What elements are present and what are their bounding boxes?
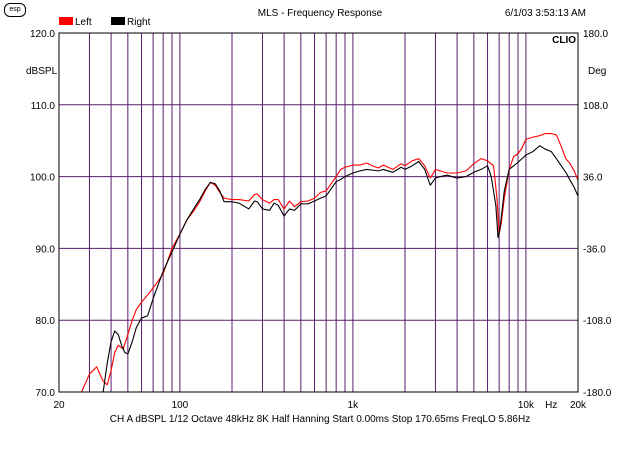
y2-axis-label: Deg: [588, 66, 606, 77]
x-unit-label: Hz: [545, 400, 557, 411]
legend-label-left: Left: [75, 17, 92, 28]
y2-tick-label: 108.0: [583, 101, 608, 112]
series-right-line: [59, 145, 579, 393]
y-tick-label: 110.0: [31, 101, 56, 112]
tick-labels: 70.0 80.0 90.0 100.0 110.0 120.0 -180.0 -108.0 -…: [26, 29, 612, 411]
y-tick-label: 70.0: [36, 388, 56, 399]
y-tick-label: 100.0: [30, 173, 55, 184]
plot-frame: [58, 32, 579, 393]
grid: [59, 33, 578, 392]
x-tick-label: 10k: [518, 400, 535, 411]
y-axis-label: dBSPL: [26, 66, 58, 77]
measurement-settings: CH A dBSPL 1/12 Octave 48kHz 8K Half Han…: [109, 414, 531, 425]
timestamp: 6/1/03 3:53:13 AM: [504, 8, 586, 19]
legend-swatch-right: [111, 17, 125, 25]
x-tick-label: 100: [172, 400, 189, 411]
chart-title: MLS - Frequency Response: [257, 8, 383, 19]
y2-tick-label: -36.0: [583, 244, 606, 255]
y2-tick-label: -180.0: [583, 388, 612, 399]
legend-swatch-left: [59, 17, 73, 25]
legend-label-right: Right: [127, 17, 151, 28]
y-tick-label: 120.0: [30, 29, 55, 40]
esp-logo: esp: [4, 3, 26, 17]
x-tick-label: 1k: [348, 400, 360, 411]
x-tick-label: 20: [53, 400, 65, 411]
clio-brand: CLIO: [552, 35, 576, 46]
y2-tick-label: -108.0: [583, 316, 612, 327]
legend: Left Right: [59, 17, 151, 28]
y2-tick-label: 36.0: [583, 173, 603, 184]
series-group: [59, 132, 579, 393]
y2-tick-label: 180.0: [583, 29, 608, 40]
series-left-line: [59, 132, 579, 393]
y-tick-label: 80.0: [36, 316, 56, 327]
x-tick-label: 20k: [570, 400, 587, 411]
y-tick-label: 90.0: [36, 244, 56, 255]
